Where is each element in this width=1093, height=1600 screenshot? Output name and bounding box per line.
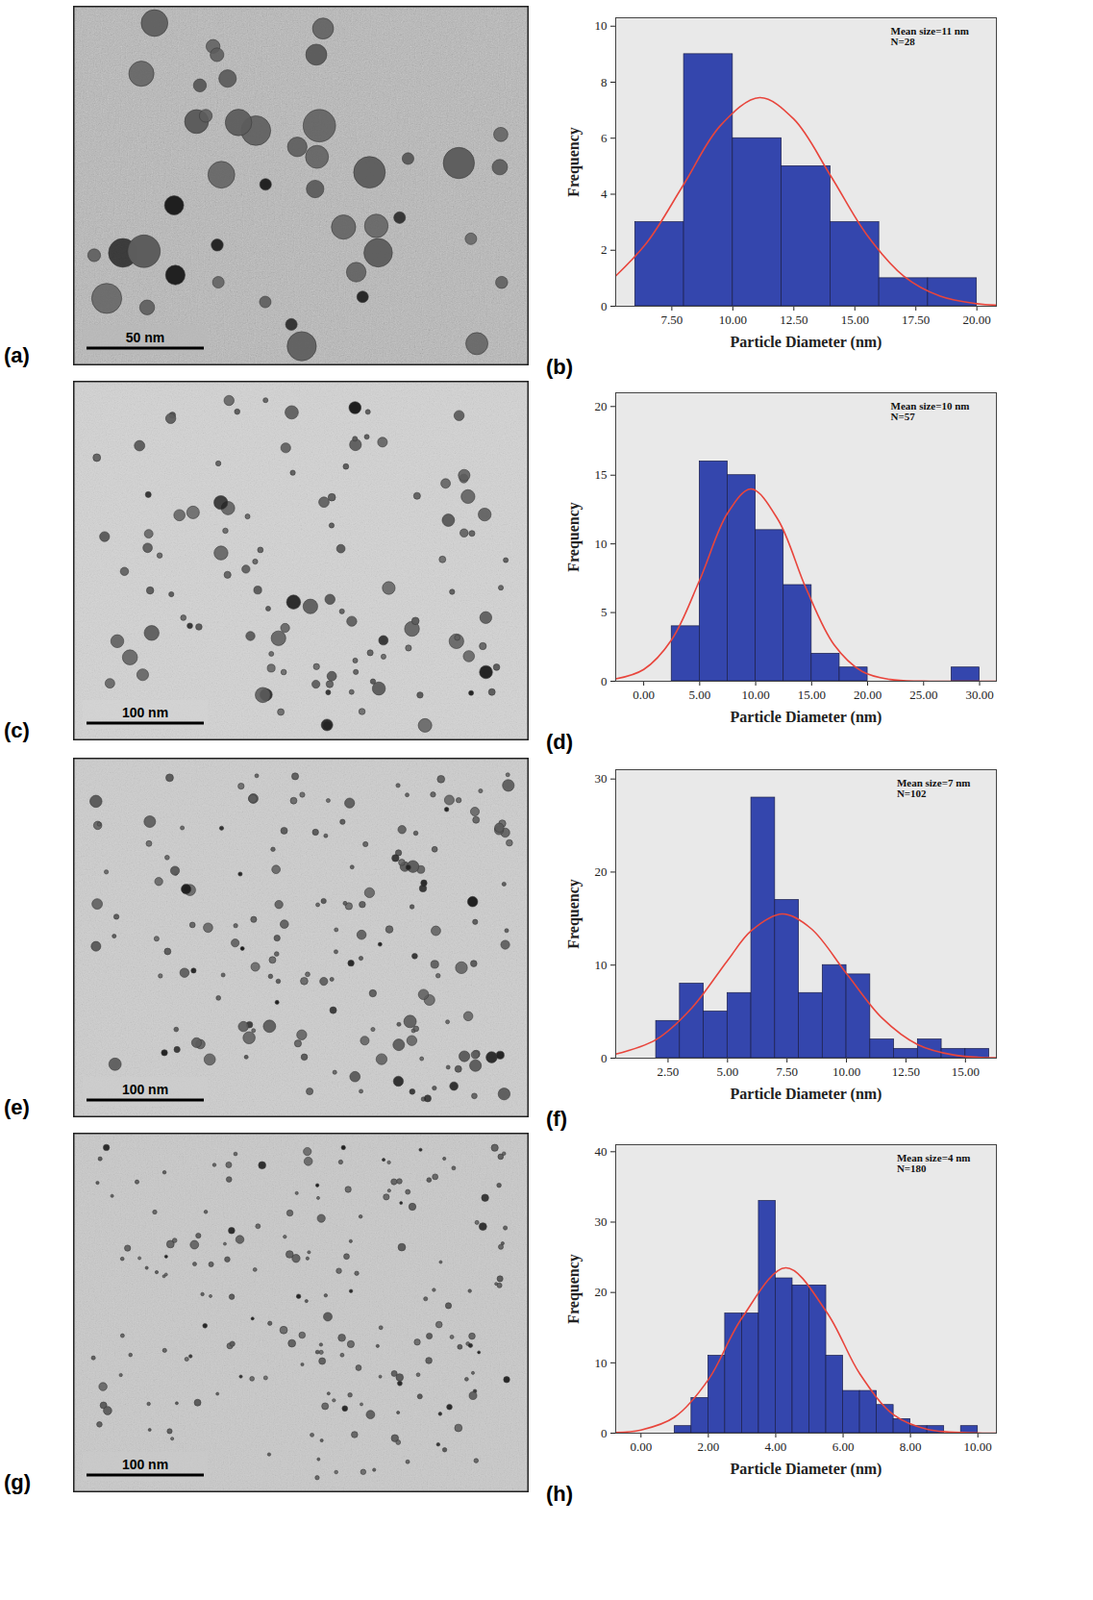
svg-text:30.00: 30.00	[965, 687, 994, 702]
svg-text:6: 6	[600, 130, 608, 146]
svg-text:100 nm: 100 nm	[122, 1456, 169, 1472]
svg-text:2: 2	[600, 242, 608, 257]
svg-text:0.00: 0.00	[629, 1439, 652, 1454]
svg-text:8: 8	[600, 74, 608, 90]
svg-text:0: 0	[600, 298, 608, 314]
svg-text:10: 10	[595, 957, 608, 972]
svg-text:10: 10	[595, 536, 608, 551]
html-text:(f): (f)	[546, 1106, 568, 1131]
svg-text:5: 5	[600, 604, 608, 620]
svg-text:Particle Diameter (nm): Particle Diameter (nm)	[730, 333, 883, 351]
svg-text:8.00: 8.00	[899, 1439, 922, 1454]
svg-text:30: 30	[595, 770, 608, 786]
svg-text:25.00: 25.00	[909, 687, 938, 702]
svg-text:40: 40	[595, 1143, 608, 1159]
html-text:(h): (h)	[546, 1481, 574, 1506]
svg-text:5.00: 5.00	[688, 687, 711, 702]
svg-text:Frequency: Frequency	[565, 501, 583, 572]
svg-text:15.00: 15.00	[797, 687, 826, 702]
svg-text:20: 20	[595, 1284, 608, 1299]
svg-text:2.00: 2.00	[696, 1439, 720, 1454]
svg-text:7.50: 7.50	[661, 312, 684, 327]
svg-text:30: 30	[595, 1214, 608, 1229]
svg-text:100 nm: 100 nm	[122, 1081, 169, 1097]
svg-text:50 nm: 50 nm	[125, 329, 165, 346]
svg-text:Mean size=4 nmN=180: Mean size=4 nmN=180	[896, 1151, 971, 1174]
svg-text:10.00: 10.00	[719, 312, 747, 327]
svg-text:17.50: 17.50	[901, 312, 930, 327]
svg-text:Frequency: Frequency	[565, 878, 583, 949]
svg-text:Frequency: Frequency	[565, 126, 583, 198]
svg-text:12.50: 12.50	[892, 1064, 920, 1079]
svg-text:5.00: 5.00	[716, 1064, 739, 1079]
svg-text:10.00: 10.00	[741, 687, 770, 702]
svg-text:15.00: 15.00	[841, 312, 870, 327]
svg-text:Mean size=11 nmN=28: Mean size=11 nmN=28	[891, 24, 969, 48]
html-text:(d): (d)	[546, 729, 574, 754]
html-text:(a): (a)	[3, 343, 30, 368]
svg-text:0: 0	[600, 1050, 608, 1066]
svg-text:0: 0	[600, 673, 608, 689]
html-text:(e): (e)	[3, 1094, 30, 1119]
svg-text:20.00: 20.00	[963, 312, 992, 327]
svg-text:Particle Diameter (nm): Particle Diameter (nm)	[730, 1085, 883, 1103]
svg-text:20: 20	[595, 864, 608, 879]
svg-text:10: 10	[595, 18, 608, 33]
svg-text:100 nm: 100 nm	[122, 704, 169, 721]
svg-text:15.00: 15.00	[951, 1064, 980, 1079]
svg-text:0: 0	[600, 1425, 608, 1441]
svg-text:20: 20	[595, 398, 608, 414]
svg-text:12.50: 12.50	[779, 312, 808, 327]
svg-text:Particle Diameter (nm): Particle Diameter (nm)	[730, 1460, 883, 1478]
html-text:(g): (g)	[3, 1469, 31, 1494]
svg-text:Mean size=7 nmN=102: Mean size=7 nmN=102	[896, 776, 971, 799]
svg-text:Mean size=10 nmN=57: Mean size=10 nmN=57	[891, 399, 970, 423]
svg-text:6.00: 6.00	[832, 1439, 855, 1454]
svg-text:20.00: 20.00	[853, 687, 882, 702]
svg-text:2.50: 2.50	[657, 1064, 680, 1079]
svg-text:4.00: 4.00	[765, 1439, 788, 1454]
svg-text:7.50: 7.50	[775, 1064, 798, 1079]
svg-text:4: 4	[600, 186, 608, 201]
html-text:(c): (c)	[3, 718, 30, 743]
svg-text:10: 10	[595, 1354, 608, 1369]
svg-text:Frequency: Frequency	[565, 1253, 583, 1324]
html-text:(b): (b)	[546, 354, 574, 379]
svg-text:10.00: 10.00	[832, 1064, 861, 1079]
svg-text:10.00: 10.00	[964, 1439, 993, 1454]
svg-text:15: 15	[595, 467, 608, 482]
svg-text:0.00: 0.00	[632, 687, 655, 702]
svg-text:Particle Diameter (nm): Particle Diameter (nm)	[730, 708, 883, 726]
